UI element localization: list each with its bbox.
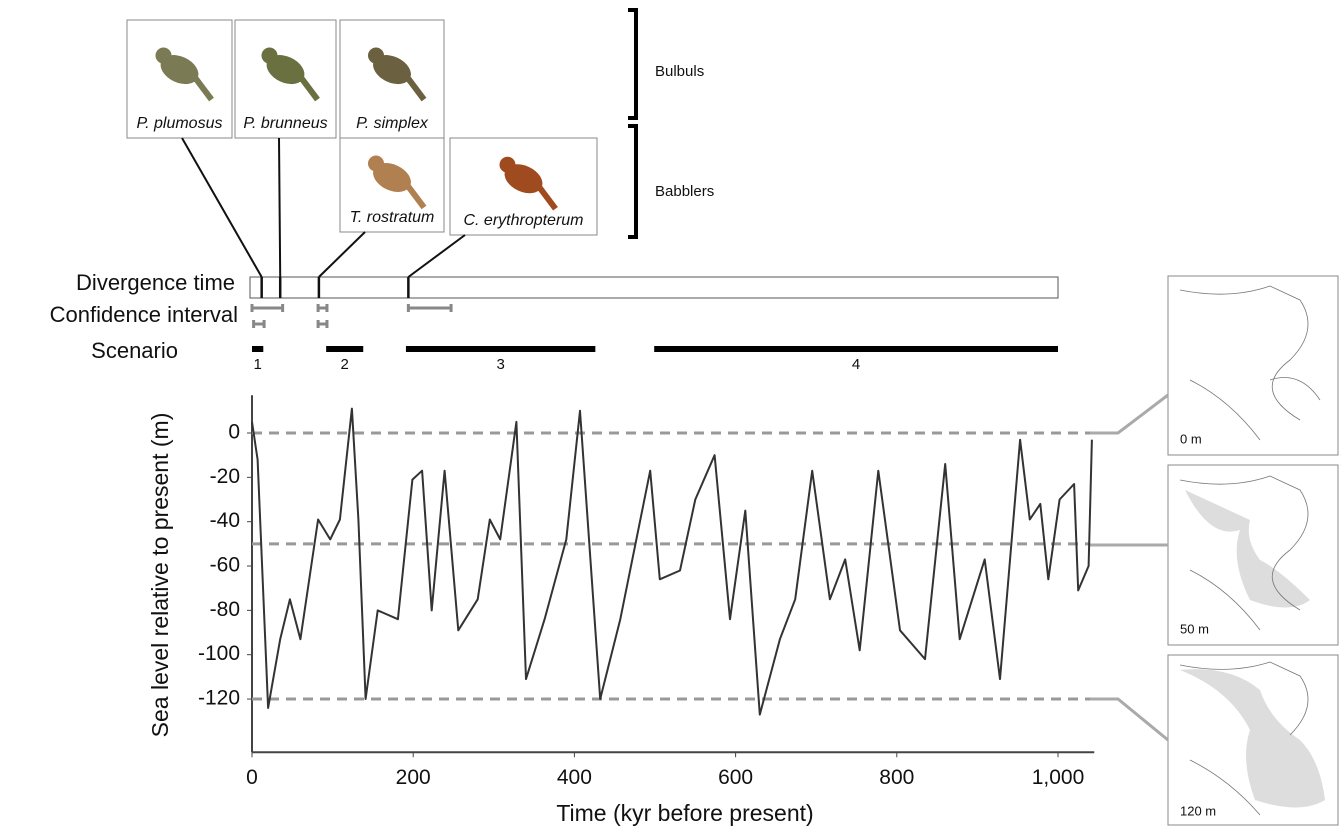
scenario-bar [326,346,363,352]
species-name: C. erythropterum [463,212,583,229]
species-card: P. plumosus [127,20,232,138]
species-name: P. plumosus [137,115,223,132]
divergence-box [250,277,1058,298]
species-connector [279,138,280,277]
y-tick-label: -20 [210,465,240,488]
y-tick-label: -120 [198,687,240,710]
y-axis-label: Sea level relative to present (m) [147,413,173,738]
species-card: T. rostratum [340,138,444,232]
row-label: Divergence time [76,270,235,295]
y-tick-label: -100 [198,642,240,665]
x-tick-label: 800 [879,766,914,789]
bird-icon [500,157,516,173]
scenario-bar [654,346,1058,352]
map [1168,465,1338,645]
scenario-label: 1 [253,356,261,373]
species-name: T. rostratum [350,209,435,226]
species-card: P. brunneus [235,20,336,138]
scenario-label: 3 [496,356,504,373]
y-tick-label: -80 [210,598,240,621]
y-tick-label: -40 [210,509,240,532]
row-label: Confidence interval [50,302,238,327]
x-tick-label: 1,000 [1032,766,1085,789]
group-label: Bulbuls [655,63,704,80]
x-tick-label: 400 [557,766,592,789]
bird-icon [368,155,384,171]
map-label: 0 m [1180,431,1202,446]
scenario-bar [252,346,263,352]
scenario-label: 4 [852,356,860,373]
row-label: Scenario [91,338,178,363]
figure: Bulbuls Babblers Divergence time Confide… [0,0,1341,834]
x-tick-label: 200 [396,766,431,789]
bird-icon [156,48,172,64]
x-axis-label: Time (kyr before present) [556,800,813,826]
species-name: P. simplex [356,115,429,132]
bird-icon [262,48,278,64]
scenario-label: 2 [341,356,349,373]
group-label: Babblers [655,183,714,200]
y-tick-label: -60 [210,554,240,577]
scenario-bar [406,346,595,352]
species-name: P. brunneus [243,115,327,132]
map [1168,655,1338,825]
y-tick-label: 0 [228,421,240,444]
x-tick-label: 600 [718,766,753,789]
bird-icon [368,48,384,64]
map [1168,276,1338,455]
map-label: 50 m [1180,621,1209,636]
species-card: P. simplex [340,20,444,138]
species-card: C. erythropterum [450,138,597,235]
x-tick-label: 0 [246,766,258,789]
map-label: 120 m [1180,803,1216,818]
